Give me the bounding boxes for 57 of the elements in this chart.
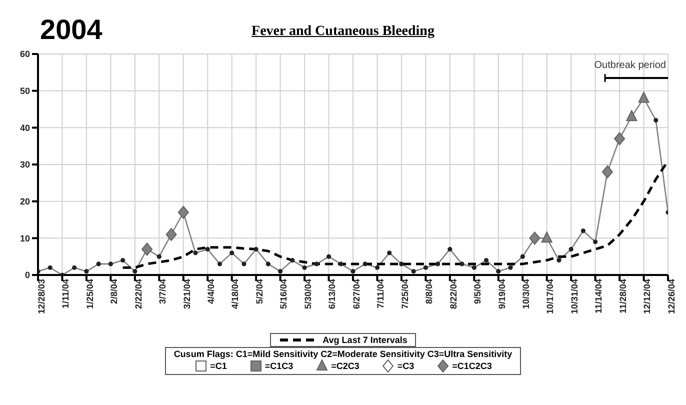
point <box>602 165 613 178</box>
y-tick-label: 10 <box>20 233 30 244</box>
x-tick-label: 7/11/04 <box>376 279 386 309</box>
x-tick-label: 5/16/04 <box>278 279 289 310</box>
point <box>541 232 552 243</box>
x-tick-label: 8/8/04 <box>424 279 434 304</box>
point <box>142 242 153 256</box>
y-tick-label: 40 <box>20 122 30 133</box>
point <box>436 262 440 266</box>
x-tick-label: 9/19/04 <box>496 279 507 310</box>
x-tick-label: 12/12/04 <box>642 279 652 314</box>
point <box>166 228 177 241</box>
x-tick-label: 2/22/04 <box>133 279 144 310</box>
point <box>626 110 638 122</box>
chart-subtitle: 2004 <box>40 14 102 46</box>
x-tick-label: 9/5/04 <box>472 279 483 304</box>
y-tick-label: 20 <box>20 196 30 207</box>
x-tick-label: 6/27/04 <box>351 279 362 310</box>
legend-label: Avg Last 7 Intervals <box>322 335 408 345</box>
x-tick-label: 11/14/04 <box>594 279 604 314</box>
point <box>460 262 464 266</box>
y-tick-label: 30 <box>20 160 30 170</box>
legend-label: =C3 <box>397 361 414 371</box>
point <box>338 262 344 266</box>
legend-label: =C1C3 <box>264 361 294 371</box>
point <box>529 232 540 245</box>
x-tick-label: 3/7/04 <box>158 279 168 304</box>
x-tick-label: 5/2/04 <box>254 279 264 304</box>
x-tick-label: 10/17/04 <box>545 279 556 314</box>
x-tick-label: 12/26/04 <box>666 279 676 314</box>
text: Cusum Flags: C1=Mild Sensitivity C2=Moderate Sensitivity C3=Ultra Sensitivity <box>174 349 512 359</box>
annotation: Outbreak period <box>594 60 666 71</box>
x-tick-label: 5/30/04 <box>302 279 313 310</box>
y-tick-label: 60 <box>20 49 30 60</box>
legend-label: =C1 <box>210 361 227 371</box>
x-tick-label: 3/21/04 <box>182 279 192 310</box>
x-tick-label: 10/3/04 <box>521 279 532 310</box>
x-tick-label: 4/18/04 <box>230 279 240 310</box>
point <box>178 206 189 219</box>
x-tick-label: 2/8/04 <box>109 279 120 304</box>
x-tick-label: 1/11/04 <box>60 279 71 309</box>
x-tick-label: 1/25/04 <box>84 279 95 310</box>
y-tick-label: 0 <box>24 270 30 280</box>
x-tick-label: 7/25/04 <box>400 279 410 310</box>
legend-label: =C2C3 <box>331 361 360 371</box>
y-tick-label: 50 <box>20 86 30 96</box>
x-tick-label: 6/13/04 <box>327 279 338 310</box>
chart-title: Fever and Cutaneous Bleeding <box>252 24 434 39</box>
point <box>290 258 295 263</box>
point <box>614 132 626 146</box>
x-tick-label: 8/22/04 <box>448 279 458 310</box>
x-tick-label: 12/28/03 <box>36 279 46 314</box>
legend-label: =C1C2C3 <box>452 361 492 371</box>
x-tick-label: 11/28/04 <box>618 279 628 314</box>
x-tick-label: 10/31/04 <box>569 279 580 314</box>
point <box>638 92 650 103</box>
x-tick-label: 4/4/04 <box>206 279 216 304</box>
